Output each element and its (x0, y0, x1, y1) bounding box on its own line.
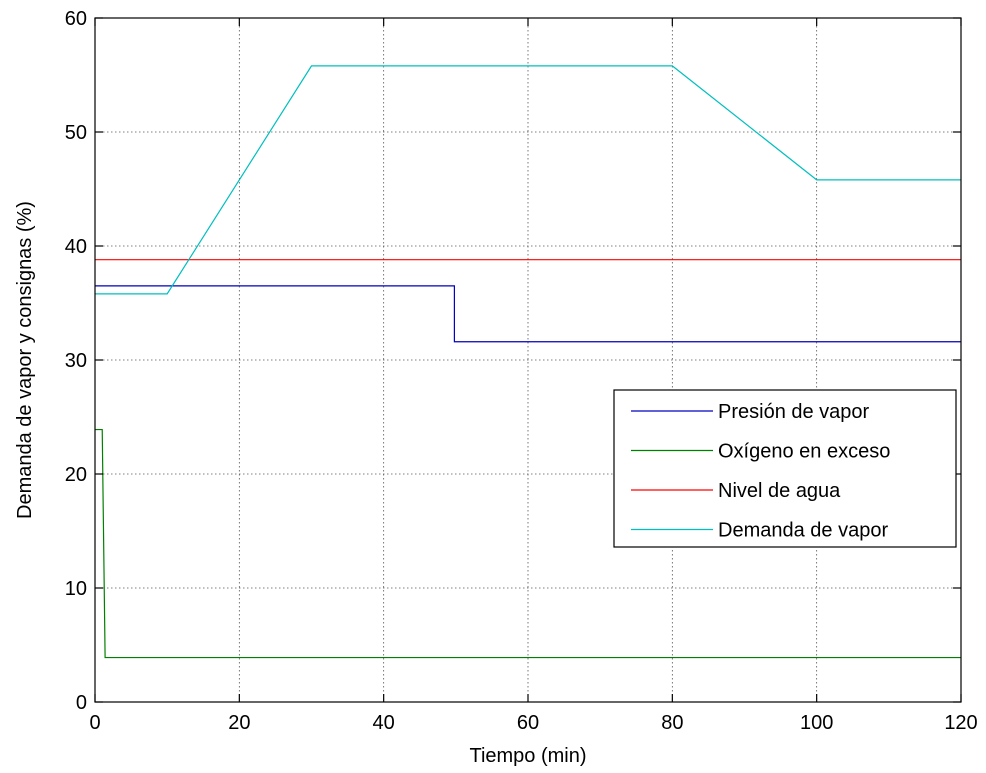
legend-box (613, 389, 957, 548)
legend-label: Presión de vapor (718, 401, 870, 423)
legend: Presión de vapor Oxígeno en exceso Nivel d… (613, 389, 957, 548)
legend-label: Oxígeno en exceso (718, 441, 890, 463)
legend-label: Demanda de vapor (718, 520, 888, 542)
y-tick-label: 20 (65, 464, 87, 486)
y-tick-label: 30 (65, 350, 87, 372)
y-tick-label: 40 (65, 236, 87, 258)
series-line (95, 65, 961, 295)
y-tick-label: 50 (65, 122, 87, 144)
x-axis-label: Tiempo (min) (469, 745, 586, 767)
x-tick-label: 60 (517, 712, 539, 734)
grid-lines (95, 18, 961, 702)
x-tick-label: 80 (661, 712, 683, 734)
y-tick-label: 0 (76, 692, 87, 714)
y-axis-label: Demanda de vapor y consignas (%) (14, 201, 36, 519)
x-tick-label: 0 (89, 712, 100, 734)
tick-labels: 0 20 40 60 80 100 120 0 10 20 30 40 50 60 (65, 8, 978, 734)
series-lines (95, 65, 961, 659)
x-tick-label: 100 (800, 712, 833, 734)
axis-ticks (94, 17, 962, 703)
legend-label: Nivel de agua (718, 480, 841, 502)
y-tick-label: 10 (65, 578, 87, 600)
x-tick-label: 40 (373, 712, 395, 734)
series-line (95, 285, 961, 343)
x-tick-label: 120 (944, 712, 977, 734)
x-tick-label: 20 (228, 712, 250, 734)
series-line (95, 428, 961, 659)
y-tick-label: 60 (65, 8, 87, 30)
